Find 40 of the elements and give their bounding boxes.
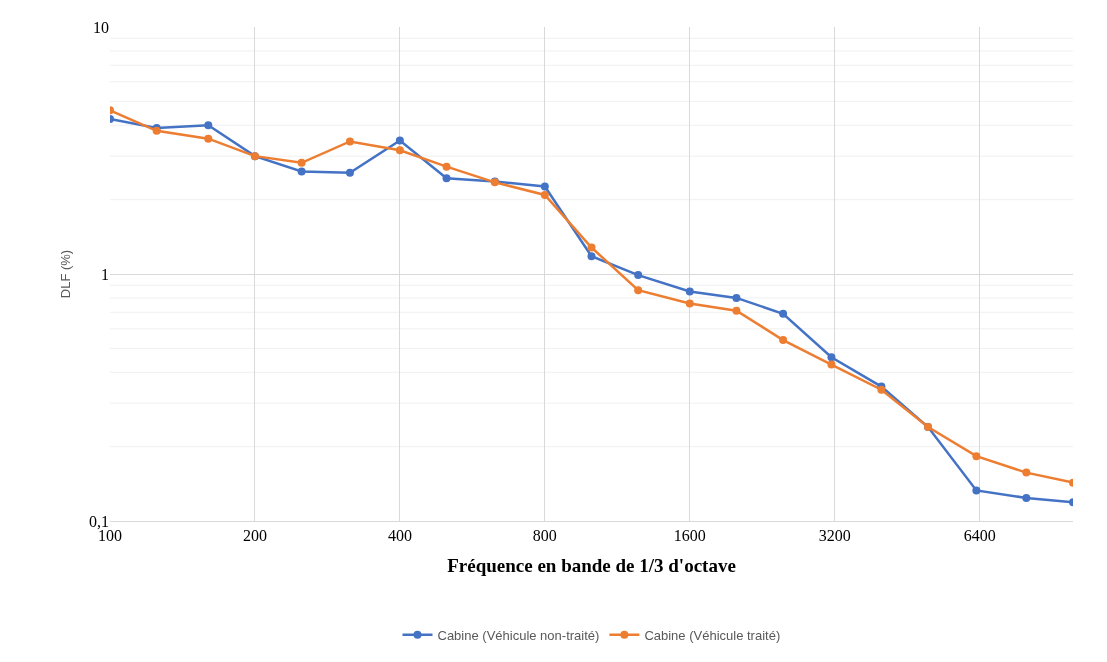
x-tick-label: 6400 bbox=[963, 527, 996, 545]
point bbox=[634, 271, 643, 280]
legend-label: Cabine (Véhicule non-traité) bbox=[437, 627, 600, 643]
point bbox=[442, 162, 451, 171]
point bbox=[345, 137, 354, 146]
legend-label: Cabine (Véhicule traité) bbox=[644, 627, 781, 643]
point bbox=[732, 306, 741, 315]
point bbox=[297, 167, 306, 176]
point bbox=[1022, 468, 1031, 477]
x-tick-label: 200 bbox=[242, 527, 267, 545]
y-tick-label: 0,1 bbox=[89, 512, 109, 530]
x-tick-label: 800 bbox=[532, 527, 557, 545]
point bbox=[827, 360, 836, 369]
x-axis-title: Fréquence en bande de 1/3 d'octave bbox=[447, 555, 736, 576]
point bbox=[779, 309, 788, 318]
point bbox=[395, 136, 404, 145]
point bbox=[587, 243, 596, 252]
x-tick-label: 100 bbox=[98, 527, 122, 545]
y-tick-label: 1 bbox=[101, 265, 109, 283]
x-tick-label: 3200 bbox=[818, 527, 851, 545]
y-axis-title: DLF (%) bbox=[57, 249, 73, 299]
point bbox=[540, 190, 549, 199]
point bbox=[395, 146, 404, 155]
point bbox=[732, 293, 741, 302]
y-tick-label: 10 bbox=[93, 18, 109, 36]
x-tick-label: 400 bbox=[387, 527, 412, 545]
point bbox=[972, 452, 981, 461]
point bbox=[827, 353, 836, 362]
point bbox=[540, 182, 549, 191]
point bbox=[297, 158, 306, 167]
point bbox=[587, 252, 596, 261]
x-tick-label: 1600 bbox=[673, 527, 706, 545]
point bbox=[685, 287, 694, 296]
point bbox=[442, 174, 451, 183]
point bbox=[779, 336, 788, 345]
point bbox=[685, 299, 694, 308]
point bbox=[1022, 493, 1031, 502]
point bbox=[634, 286, 643, 295]
point bbox=[972, 486, 981, 495]
point bbox=[345, 168, 354, 177]
